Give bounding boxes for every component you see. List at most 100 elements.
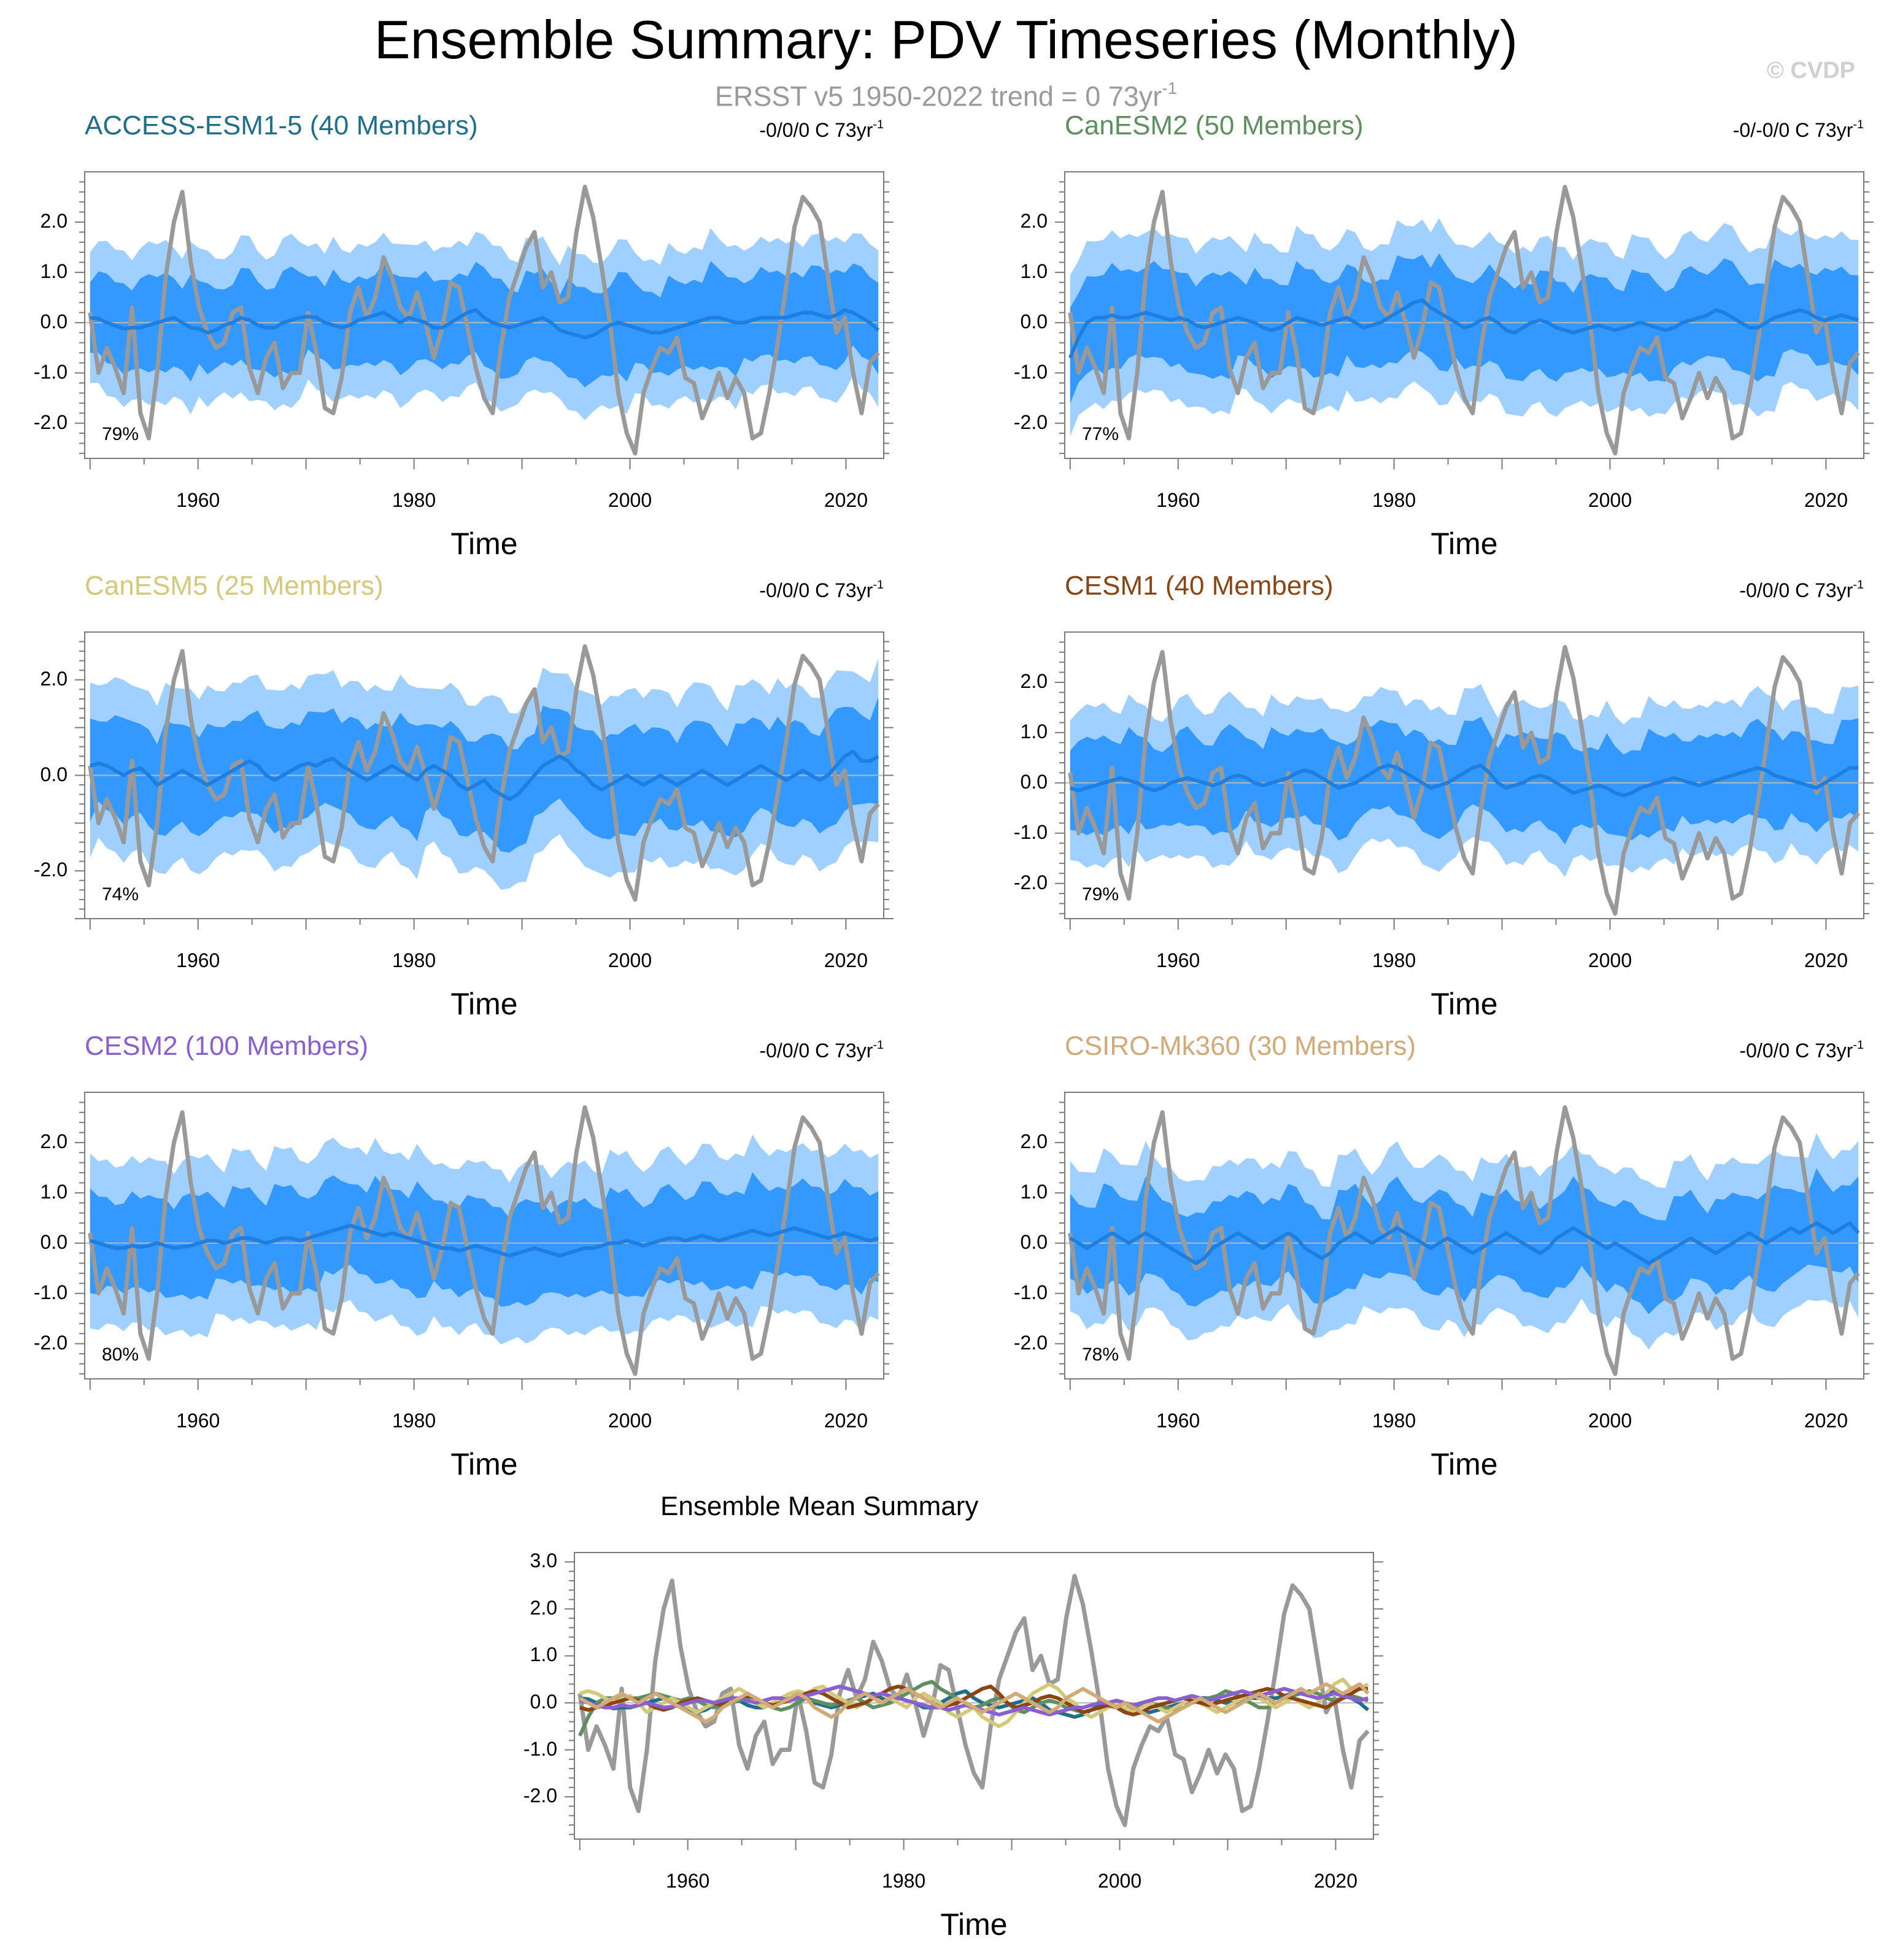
trend-text: -0/0/0 C 73yr — [1739, 1039, 1853, 1062]
trend-sup: -1 — [873, 118, 884, 131]
y-tick-label: 0.0 — [40, 1230, 68, 1253]
x-tick-label: 1980 — [392, 489, 436, 511]
x-tick-label: 2020 — [824, 489, 868, 511]
panel-percent-label: 78% — [1082, 1345, 1119, 1365]
y-tick-label: 0.0 — [40, 310, 68, 333]
trend-sup: -1 — [1853, 118, 1864, 131]
x-tick-label: 2020 — [824, 949, 868, 971]
y-tick-label: 1.0 — [1020, 1180, 1048, 1203]
y-tick-label: 1.0 — [40, 260, 68, 282]
panel-percent-label: 79% — [1082, 884, 1119, 905]
y-tick-label: -1.0 — [523, 1737, 557, 1760]
x-tick-label: 2000 — [608, 949, 652, 971]
plot-area — [1065, 645, 1864, 916]
y-tick-label: 3.0 — [530, 1549, 557, 1572]
ensemble-mean-line — [1069, 763, 1859, 798]
plot-area — [574, 1573, 1373, 1827]
y-tick-label: -2.0 — [1013, 871, 1048, 893]
panel-percent-label: 74% — [102, 884, 139, 905]
plot-area — [1065, 185, 1864, 456]
y-tick-label: 0.0 — [1020, 310, 1048, 333]
y-tick-label: -2.0 — [1013, 1331, 1048, 1354]
subtitle-text: ERSST v5 1950-2022 trend = 0 73yr — [714, 80, 1162, 112]
plot-area — [1065, 1105, 1864, 1376]
x-tick-label: 2020 — [1804, 949, 1848, 971]
x-axis-title: Time — [940, 1907, 1008, 1942]
chart-panel — [1055, 1092, 1874, 1390]
y-tick-label: 2.0 — [40, 209, 68, 232]
trend-text: -0/0/0 C 73yr — [759, 579, 873, 601]
chart-panel — [75, 631, 894, 930]
x-tick-label: 2000 — [608, 1410, 652, 1432]
figure-title: Ensemble Summary: PDV Timeseries (Monthl… — [374, 9, 1518, 70]
y-tick-label: 2.0 — [530, 1596, 557, 1619]
y-tick-label: -1.0 — [33, 1281, 68, 1303]
y-tick-label: -2.0 — [523, 1784, 557, 1807]
y-tick-label: 2.0 — [1020, 1130, 1048, 1152]
panel-trend-label: -0/0/0 C 73yr-1 — [759, 1038, 884, 1062]
x-tick-label: 2020 — [1313, 1870, 1357, 1892]
x-axis-title: Time — [450, 987, 518, 1021]
cvdp-watermark: © CVDP — [1766, 58, 1855, 83]
panel-percent-label: 80% — [102, 1345, 139, 1365]
x-tick-label: 1960 — [176, 1410, 220, 1432]
plot-frame — [1064, 631, 1864, 919]
x-tick-label: 1980 — [1372, 489, 1416, 511]
obs-series-line — [1068, 645, 1860, 916]
x-tick-label: 1960 — [1156, 949, 1200, 971]
x-axis-title: Time — [450, 1447, 518, 1481]
chart-panel — [75, 171, 894, 469]
panel-percent-label: 77% — [1082, 424, 1119, 444]
x-tick-label: 1980 — [1372, 949, 1416, 971]
y-tick-label: 2.0 — [40, 667, 68, 690]
chart-panel — [565, 1552, 1383, 1850]
chart-panel — [75, 1092, 894, 1390]
y-tick-label: -1.0 — [33, 360, 68, 383]
plot-area — [85, 1105, 884, 1376]
plot-area — [85, 185, 884, 456]
model-mean-line-csiro-mk360 — [579, 1682, 1370, 1724]
x-axis-title: Time — [1431, 1447, 1498, 1481]
y-tick-label: 0.0 — [530, 1690, 557, 1713]
trend-sup: -1 — [873, 578, 884, 592]
y-tick-label: 1.0 — [1020, 720, 1048, 743]
y-tick-label: 0.0 — [1020, 1230, 1048, 1253]
x-tick-label: 2020 — [1804, 1410, 1848, 1432]
ensemble-mean-line — [1068, 298, 1859, 359]
panel-trend-label: -0/-0/0 C 73yr-1 — [1733, 118, 1864, 142]
y-tick-label: 0.0 — [1020, 770, 1048, 793]
obs-series-line — [88, 644, 880, 902]
plot-area — [85, 644, 884, 902]
obs-series-line — [1068, 185, 1860, 456]
x-tick-label: 1980 — [392, 1410, 436, 1432]
x-tick-label: 1960 — [1156, 489, 1200, 511]
ensemble-mean-line — [89, 1224, 879, 1258]
panel-title: ACCESS-ESM1-5 (40 Members) — [85, 110, 478, 141]
plot-frame — [574, 1552, 1374, 1840]
x-axis-title: Time — [1431, 527, 1498, 561]
y-tick-label: 1.0 — [530, 1643, 557, 1666]
y-tick-label: -1.0 — [1013, 820, 1048, 843]
y-tick-label: 1.0 — [1020, 260, 1048, 282]
y-tick-label: -1.0 — [1013, 1281, 1048, 1303]
figure-subtitle: ERSST v5 1950-2022 trend = 0 73yr-1 — [0, 79, 1892, 113]
x-axis-title: Time — [1431, 987, 1498, 1021]
y-tick-label: -2.0 — [1013, 411, 1048, 433]
x-tick-label: 1960 — [176, 489, 220, 511]
trend-sup: -1 — [1853, 578, 1864, 592]
y-tick-label: 0.0 — [40, 763, 68, 785]
obs-series-line — [88, 185, 880, 456]
x-tick-label: 2000 — [1097, 1870, 1142, 1892]
chart-panel — [1055, 631, 1874, 930]
obs-series-line — [88, 1105, 880, 1376]
obs-series-line — [577, 1573, 1370, 1827]
ensemble-mean-line — [89, 749, 879, 801]
plot-frame — [1064, 171, 1864, 459]
panel-percent-label: 79% — [102, 424, 139, 444]
y-tick-label: -1.0 — [1013, 360, 1048, 383]
panel-trend-label: -0/0/0 C 73yr-1 — [1739, 578, 1864, 602]
panel-trend-label: -0/0/0 C 73yr-1 — [759, 578, 884, 602]
panel-title: CESM2 (100 Members) — [85, 1031, 369, 1061]
panel-trend-label: -0/0/0 C 73yr-1 — [1739, 1038, 1864, 1062]
trend-sup: -1 — [1853, 1038, 1864, 1052]
